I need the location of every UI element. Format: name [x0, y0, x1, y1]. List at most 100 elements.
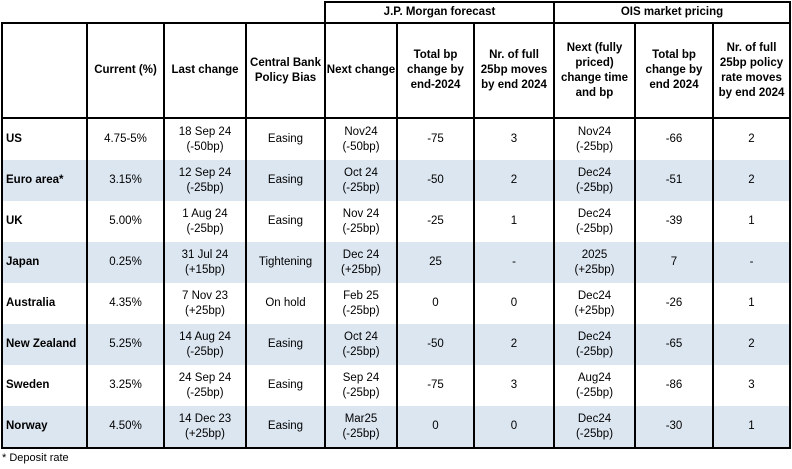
table-cell: 1	[712, 406, 791, 449]
country-cell: Japan	[1, 242, 88, 283]
column-header: Next change	[324, 22, 398, 119]
table-cell: 2	[712, 160, 791, 201]
country-cell: New Zealand	[1, 324, 88, 365]
table-cell: 12 Sep 24 (-25bp)	[163, 160, 247, 201]
table-cell: -25	[396, 201, 475, 242]
country-cell: Australia	[1, 283, 88, 324]
table-cell: 2	[712, 118, 791, 160]
table-cell: 2	[473, 324, 555, 365]
table-cell: Nov 24 (-25bp)	[324, 201, 398, 242]
table-cell: 4.35%	[86, 283, 165, 324]
table-cell: Oct 24 (-25bp)	[324, 324, 398, 365]
table-cell: 14 Aug 24 (-25bp)	[163, 324, 247, 365]
table-cell: 0.25%	[86, 242, 165, 283]
table-cell: Easing	[245, 201, 326, 242]
table-cell: -	[712, 242, 791, 283]
table-cell: 4.75-5%	[86, 118, 165, 160]
table-row: Euro area* 3.15% 12 Sep 24 (-25bp) Easing Oc…	[1, 160, 791, 201]
table-cell: Easing	[245, 160, 326, 201]
table-cell: 18 Sep 24 (-50bp)	[163, 118, 247, 160]
column-header: Nr. of full 25bp moves by end 2024	[473, 22, 555, 119]
table-cell: 7 Nov 23 (+25bp)	[163, 283, 247, 324]
table-row: US 4.75-5% 18 Sep 24 (-50bp) Easing Nov24 (-…	[1, 118, 791, 160]
table-cell: Dec24 (-25bp)	[553, 324, 636, 365]
column-header: Next (fully priced) change time and bp	[553, 22, 636, 119]
table-cell: -75	[396, 118, 475, 160]
table-cell: Oct 24 (-25bp)	[324, 160, 398, 201]
column-header: Current (%)	[86, 22, 165, 119]
table-cell: 3	[473, 118, 555, 160]
table-cell: 1	[712, 201, 791, 242]
table-cell: -65	[634, 324, 714, 365]
central-bank-table: J.P. Morgan forecast OIS market pricing …	[1, 1, 791, 449]
table-cell: 3.15%	[86, 160, 165, 201]
table-cell: 2025 (+25bp)	[553, 242, 636, 283]
table-row: Norway 4.50% 14 Dec 23 (+25bp) Easing Mar25 …	[1, 406, 791, 449]
table-cell: Aug24 (-25bp)	[553, 365, 636, 406]
table-cell: Mar25 (-25bp)	[324, 406, 398, 449]
table-cell: Sep 24 (-25bp)	[324, 365, 398, 406]
table-row: UK 5.00% 1 Aug 24 (-25bp) Easing Nov 24 (-25…	[1, 201, 791, 242]
table-cell: Feb 25 (-25bp)	[324, 283, 398, 324]
column-header: Last change	[163, 22, 247, 119]
table-row: New Zealand 5.25% 14 Aug 24 (-25bp) Easing O…	[1, 324, 791, 365]
country-cell: US	[1, 118, 88, 160]
table-cell: -75	[396, 365, 475, 406]
table-cell: -30	[634, 406, 714, 449]
table-cell: 1	[473, 201, 555, 242]
table-cell: On hold	[245, 283, 326, 324]
table-cell: Dec 24 (+25bp)	[324, 242, 398, 283]
table-cell: Nov24 (-50bp)	[324, 118, 398, 160]
table-cell: Easing	[245, 365, 326, 406]
table-cell: -66	[634, 118, 714, 160]
column-header: Central Bank Policy Bias	[245, 22, 326, 119]
blank-corner	[2, 2, 325, 23]
table-cell: -50	[396, 324, 475, 365]
table-cell: -51	[634, 160, 714, 201]
table-cell: 3.25%	[86, 365, 165, 406]
column-header: Total bp change by end 2024	[634, 22, 714, 119]
table-cell: Dec24 (+25bp)	[553, 283, 636, 324]
table-cell: 3	[712, 365, 791, 406]
country-cell: Sweden	[1, 365, 88, 406]
table-cell: 0	[396, 406, 475, 449]
table-row: Japan 0.25% 31 Jul 24 (+15bp) Tightening Dec…	[1, 242, 791, 283]
table-row: Sweden 3.25% 24 Sep 24 (-25bp) Easing Sep 24…	[1, 365, 791, 406]
group-header-ois: OIS market pricing	[553, 1, 791, 24]
column-header	[1, 22, 88, 119]
column-header: Total bp change by end-2024	[396, 22, 475, 119]
table-cell: 31 Jul 24 (+15bp)	[163, 242, 247, 283]
table-cell: 14 Dec 23 (+25bp)	[163, 406, 247, 449]
table-cell: Easing	[245, 118, 326, 160]
table-cell: 2	[712, 324, 791, 365]
table-cell: Nov24 (-25bp)	[553, 118, 636, 160]
table-cell: 0	[396, 283, 475, 324]
table-cell: Easing	[245, 406, 326, 449]
table-cell: 5.00%	[86, 201, 165, 242]
table-cell: Easing	[245, 324, 326, 365]
table-cell: 4.50%	[86, 406, 165, 449]
table-cell: -39	[634, 201, 714, 242]
country-cell: Euro area*	[1, 160, 88, 201]
table-cell: 25	[396, 242, 475, 283]
table-cell: Dec24 (-25bp)	[553, 160, 636, 201]
country-cell: UK	[1, 201, 88, 242]
group-header-jpm: J.P. Morgan forecast	[324, 1, 555, 24]
table-cell: -50	[396, 160, 475, 201]
table-cell: Dec24 (-25bp)	[553, 406, 636, 449]
table-cell: -26	[634, 283, 714, 324]
table-cell: 0	[473, 406, 555, 449]
country-cell: Norway	[1, 406, 88, 449]
table-cell: Dec24 (-25bp)	[553, 201, 636, 242]
footnote: * Deposit rate	[2, 452, 69, 464]
column-header: Nr. of full 25bp policy rate moves by en…	[712, 22, 791, 119]
table-cell: Tightening	[245, 242, 326, 283]
table-cell: 2	[473, 160, 555, 201]
table-cell: 1	[712, 283, 791, 324]
table-cell: 3	[473, 365, 555, 406]
table-cell: 24 Sep 24 (-25bp)	[163, 365, 247, 406]
table-cell: 1 Aug 24 (-25bp)	[163, 201, 247, 242]
table-cell: -86	[634, 365, 714, 406]
table-cell: 7	[634, 242, 714, 283]
table-row: Australia 4.35% 7 Nov 23 (+25bp) On hold Feb…	[1, 283, 791, 324]
